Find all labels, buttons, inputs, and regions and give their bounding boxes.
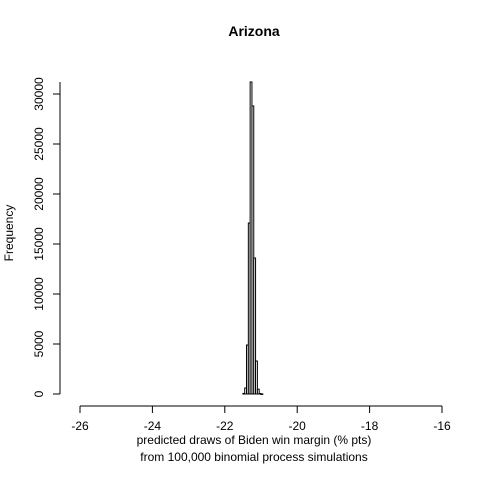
y-tick-label: 0 [32,390,46,397]
x-tick-label: -18 [361,419,379,433]
x-tick-label: -24 [144,419,162,433]
x-axis-ticks: -26 -24 -22 -20 -18 -16 [71,406,451,433]
chart-title: Arizona [228,23,280,39]
x-tick-label: -20 [289,419,307,433]
x-axis-sublabel: from 100,000 binomial process simulation… [140,450,367,464]
y-tick-label: 20000 [32,177,46,211]
y-tick-label: 25000 [32,127,46,161]
y-axis-ticks: 0 5000 10000 15000 20000 25000 30000 [32,77,60,397]
y-tick-label: 10000 [32,277,46,311]
histogram-bars [242,81,264,395]
y-tick-label: 15000 [32,227,46,261]
y-axis-label: Frequency [2,205,16,262]
x-axis-label: predicted draws of Biden win margin (% p… [137,433,372,447]
x-tick-label: -22 [216,419,234,433]
x-tick-label: -26 [71,419,89,433]
y-tick-label: 30000 [32,77,46,111]
x-tick-label: -16 [433,419,451,433]
y-tick-label: 5000 [32,330,46,357]
